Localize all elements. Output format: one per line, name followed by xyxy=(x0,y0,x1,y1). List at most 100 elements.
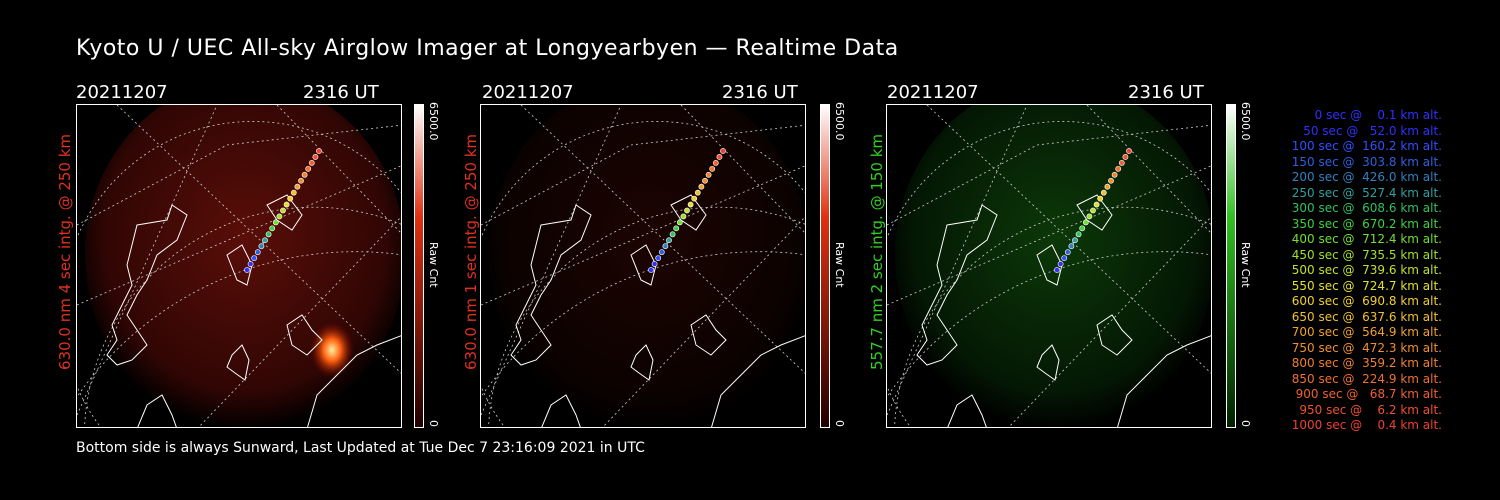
latitude-circle xyxy=(887,121,1211,427)
trajectory-point xyxy=(1082,219,1089,226)
coastline xyxy=(226,244,253,286)
trajectory-point xyxy=(316,148,322,154)
trajectory-point xyxy=(648,267,654,273)
legend-row: 900 sec @ 68.7 km alt. xyxy=(1291,387,1442,401)
legend-row: 600 sec @ 690.8 km alt. xyxy=(1287,294,1442,308)
latitude-circle xyxy=(894,206,1211,427)
panel-2-colorbar-min: 0 xyxy=(833,420,846,427)
panel-1-time: 2316 UT xyxy=(303,82,379,103)
coastline xyxy=(307,335,401,427)
trajectory-point xyxy=(1054,267,1060,273)
trajectory-point xyxy=(305,165,312,172)
legend-row: 650 sec @ 637.6 km alt. xyxy=(1287,309,1442,324)
trajectory-point xyxy=(1068,243,1075,250)
trajectory-point xyxy=(1075,231,1082,238)
trajectory-point xyxy=(265,231,272,238)
coastline xyxy=(630,344,654,381)
legend-row: 700 sec @ 564.9 km alt. xyxy=(1287,325,1442,339)
panel-1-colorbar-max: 6500.0 xyxy=(427,102,440,141)
legend-row: 500 sec @ 739.6 km alt. xyxy=(1287,263,1442,277)
trajectory-point xyxy=(1061,255,1068,261)
trajectory-point xyxy=(251,255,258,261)
coastline xyxy=(226,344,250,381)
panel-1-image xyxy=(76,104,402,428)
trajectory-point xyxy=(1086,213,1093,220)
trajectory-point xyxy=(655,255,662,261)
latitude-circle xyxy=(488,206,805,427)
trajectory-point xyxy=(684,207,690,214)
legend-row: 850 sec @ 224.9 km alt. xyxy=(1287,371,1442,386)
trajectory-point xyxy=(1111,171,1118,178)
coastline xyxy=(137,394,177,427)
trajectory-point xyxy=(308,160,315,166)
trajectory-point xyxy=(705,171,712,178)
trajectory-point xyxy=(1115,165,1122,172)
trajectory-point xyxy=(280,207,286,214)
longitude-line xyxy=(926,105,1211,374)
coastline xyxy=(711,335,805,427)
longitude-line xyxy=(887,105,1028,416)
panel-2-time: 2316 UT xyxy=(722,82,798,103)
trajectory-point xyxy=(294,183,301,190)
aurora-spot xyxy=(310,322,354,378)
latitude-circle xyxy=(481,124,805,226)
trajectory-point xyxy=(276,213,283,220)
trajectory-point xyxy=(262,237,268,244)
legend-row: 450 sec @ 735.5 km alt. xyxy=(1287,247,1442,262)
trajectory-point xyxy=(283,201,290,208)
longitude-line xyxy=(481,105,622,416)
panel-2-colorbar xyxy=(820,104,830,428)
trajectory-point xyxy=(269,225,276,232)
coastline xyxy=(510,204,592,366)
panel-3-colorbar-unit: Raw Cnt xyxy=(1239,242,1252,288)
trajectory-point xyxy=(272,219,279,226)
panel-3-image xyxy=(886,104,1212,428)
panel-2-image xyxy=(480,104,806,428)
coastline xyxy=(1076,194,1113,231)
trajectory-point xyxy=(290,189,297,196)
trajectory-point xyxy=(720,148,726,154)
longitude-line xyxy=(1086,105,1211,234)
latitude-circle xyxy=(481,251,805,398)
legend-row: 550 sec @ 724.7 km alt. xyxy=(1287,278,1442,293)
longitude-line xyxy=(116,105,401,374)
legend-row: 100 sec @ 160.2 km alt. xyxy=(1287,139,1442,153)
legend-row: 250 sec @ 527.4 km alt. xyxy=(1287,185,1442,200)
legend-row: 0 sec @ 0.1 km alt. xyxy=(1303,108,1442,122)
coastline xyxy=(286,314,323,356)
trajectory-point xyxy=(702,177,708,184)
latitude-circle xyxy=(77,251,401,398)
trajectory-point xyxy=(301,171,308,178)
trajectory-point xyxy=(1097,195,1104,202)
panel-2-date: 20211207 xyxy=(482,82,574,103)
panel-2-ylabel: 630.0 nm 1 sec intg. @ 250 km xyxy=(462,133,480,370)
trajectory-point xyxy=(1100,189,1107,196)
trajectory-point xyxy=(1093,201,1100,208)
trajectory-point xyxy=(1122,154,1129,160)
coastline xyxy=(1036,344,1060,381)
trajectory-point xyxy=(1057,261,1064,267)
legend-row: 400 sec @ 712.4 km alt. xyxy=(1287,232,1442,246)
trajectory-point xyxy=(709,165,716,172)
latitude-circle xyxy=(481,121,805,427)
latitude-circle xyxy=(77,121,401,427)
coastline xyxy=(1096,314,1133,356)
trajectory-point xyxy=(247,261,254,267)
coastline xyxy=(106,204,188,366)
panel-3-colorbar xyxy=(1226,104,1236,428)
legend-row: 200 sec @ 426.0 km alt. xyxy=(1287,170,1442,184)
trajectory-point xyxy=(312,154,319,160)
longitude-line xyxy=(77,105,218,416)
panel-3-colorbar-max: 6500.0 xyxy=(1239,102,1252,141)
trajectory-point xyxy=(687,201,694,208)
legend-row: 300 sec @ 608.6 km alt. xyxy=(1287,201,1442,215)
trajectory-point xyxy=(712,160,719,166)
trajectory-point xyxy=(1064,249,1071,256)
trajectory-point xyxy=(716,154,723,160)
trajectory-point xyxy=(658,249,665,256)
panel-2-colorbar-max: 6500.0 xyxy=(833,102,846,141)
trajectory-point xyxy=(258,243,265,250)
panel-3-colorbar-min: 0 xyxy=(1239,420,1252,427)
longitude-line xyxy=(481,165,805,306)
latitude-circle xyxy=(77,124,401,226)
